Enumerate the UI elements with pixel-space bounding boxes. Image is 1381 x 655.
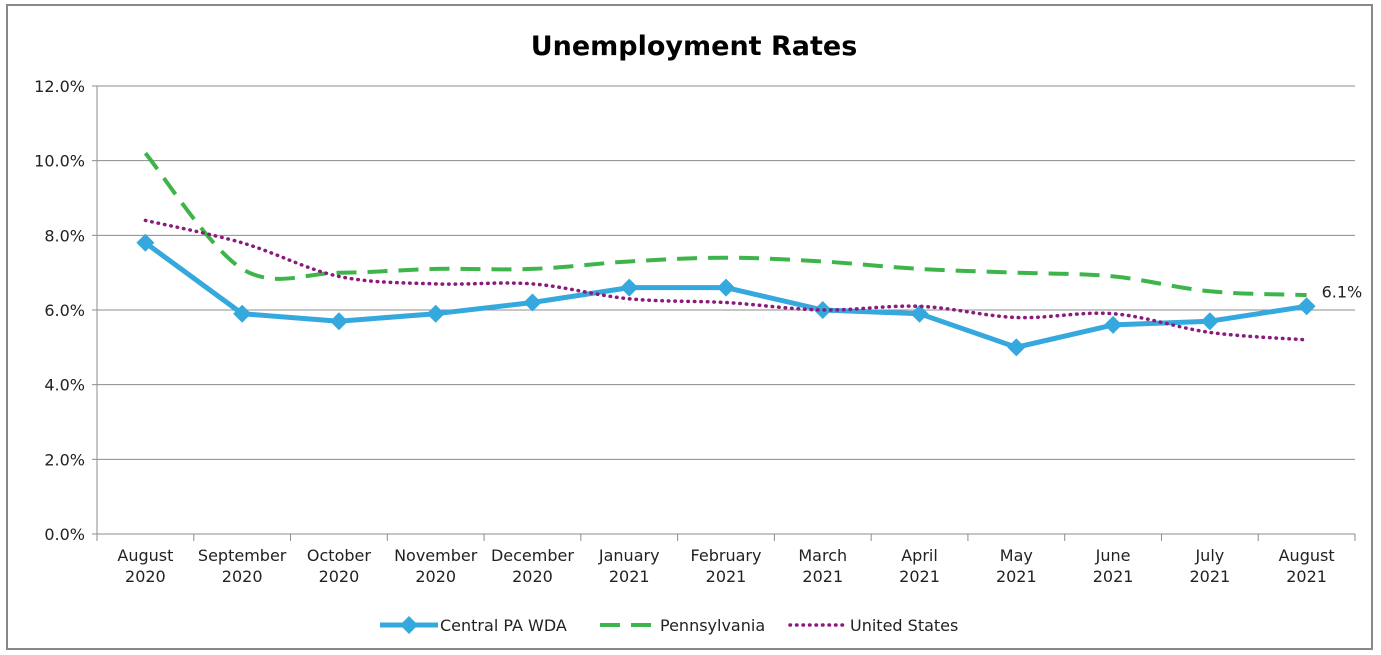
y-tick-label: 2.0% bbox=[44, 450, 85, 469]
x-tick-label: October 2020 bbox=[307, 546, 371, 586]
data-point bbox=[329, 312, 348, 331]
x-tick-label: June 2021 bbox=[1093, 546, 1134, 586]
x-tick-label: September 2020 bbox=[198, 546, 287, 586]
data-point bbox=[1104, 315, 1123, 334]
x-tick-label: March 2021 bbox=[798, 546, 847, 586]
chart-title: Unemployment Rates bbox=[531, 31, 858, 62]
series-line-2 bbox=[143, 218, 1309, 342]
data-point bbox=[620, 278, 639, 297]
x-tick-label: May 2021 bbox=[996, 546, 1037, 586]
y-tick-label: 10.0% bbox=[34, 152, 85, 171]
x-tick-label: February 2021 bbox=[691, 546, 762, 586]
chart-frame bbox=[6, 4, 1373, 650]
data-point bbox=[1297, 297, 1316, 316]
data-point bbox=[233, 304, 252, 323]
legend-label-1: Pennsylvania bbox=[660, 616, 765, 635]
x-tick-label: August 2021 bbox=[1279, 546, 1335, 586]
y-tick-label: 12.0% bbox=[34, 77, 85, 96]
x-tick-label: December 2020 bbox=[491, 546, 574, 586]
data-point bbox=[426, 304, 445, 323]
y-tick-label: 6.0% bbox=[44, 301, 85, 320]
legend-label-0: Central PA WDA bbox=[440, 616, 567, 635]
x-tick-label: August 2020 bbox=[117, 546, 173, 586]
data-point bbox=[910, 304, 929, 323]
data-point bbox=[1200, 312, 1219, 331]
x-tick-label: November 2020 bbox=[394, 546, 478, 586]
x-tick-label: July 2021 bbox=[1189, 546, 1230, 586]
x-tick-label: January 2021 bbox=[598, 546, 660, 586]
y-tick-label: 4.0% bbox=[44, 376, 85, 395]
data-point bbox=[717, 278, 735, 297]
legend-marker bbox=[400, 616, 418, 634]
data-point bbox=[1007, 338, 1026, 357]
legend-label-2: United States bbox=[850, 616, 958, 635]
data-point bbox=[136, 233, 155, 252]
y-tick-label: 8.0% bbox=[44, 226, 85, 245]
data-label: 6.1% bbox=[1322, 282, 1363, 301]
x-tick-label: April 2021 bbox=[899, 546, 940, 586]
series-line-1 bbox=[143, 151, 1307, 298]
y-tick-label: 0.0% bbox=[44, 525, 85, 544]
data-point bbox=[523, 293, 542, 312]
